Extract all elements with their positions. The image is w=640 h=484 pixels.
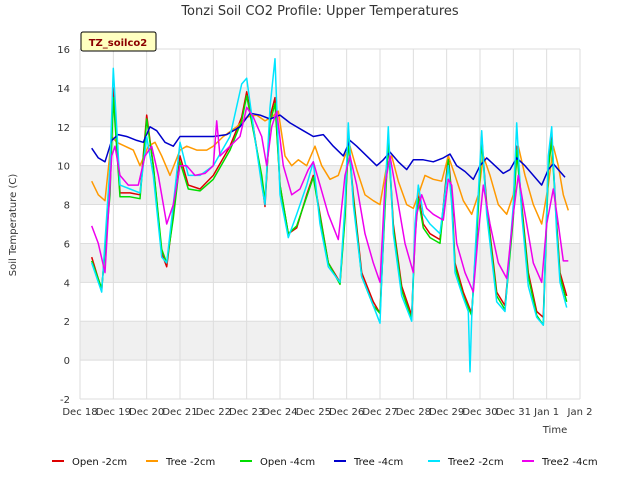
background-band: [80, 204, 580, 244]
legend-item: Tree -4cm: [334, 457, 403, 468]
background-band: [80, 49, 580, 88]
x-tick-label: Dec 21: [162, 407, 197, 418]
y-tick-label: 8: [64, 201, 70, 212]
y-tick-label: 0: [64, 356, 70, 367]
x-tick-label: Dec 18: [62, 407, 97, 418]
x-tick-label: Dec 27: [362, 407, 397, 418]
x-tick-label: Dec 25: [296, 407, 331, 418]
legend-item: Open -4cm: [240, 457, 315, 468]
dataset-tag-label: TZ_soilco2: [89, 38, 148, 49]
legend-label: Tree2 -4cm: [541, 457, 598, 468]
legend: Open -2cm Tree -2cm Open -4cm Tree -4cm Tree…: [52, 457, 598, 468]
legend-label: Tree -4cm: [353, 457, 403, 468]
y-axis-ticks: -2 0 2 4 6 8 10 12 14 16: [57, 45, 70, 406]
grid-lines: [79, 48, 581, 400]
legend-item: Open -2cm: [52, 457, 127, 468]
x-tick-label: Dec 24: [262, 407, 297, 418]
y-axis-label: Soil Temperature (C): [8, 174, 19, 277]
y-tick-label: -2: [60, 395, 70, 406]
background-band: [80, 243, 580, 283]
x-tick-label: Dec 20: [129, 407, 164, 418]
x-tick-label: Jan 1: [533, 407, 559, 418]
y-tick-label: 10: [57, 162, 70, 173]
legend-label: Open -2cm: [72, 457, 127, 468]
background-band: [80, 321, 580, 361]
x-tick-label: Dec 28: [396, 407, 431, 418]
x-tick-label: Dec 23: [229, 407, 264, 418]
legend-label: Tree -2cm: [165, 457, 215, 468]
x-tick-label: Dec 29: [429, 407, 464, 418]
series-line-tree2-4cm: [90, 106, 569, 293]
y-tick-label: 14: [57, 84, 70, 95]
x-tick-label: Jan 2: [567, 407, 593, 418]
x-tick-label: Dec 19: [96, 407, 131, 418]
x-tick-label: Dec 30: [462, 407, 497, 418]
y-tick-label: 16: [57, 45, 70, 56]
legend-label: Tree2 -2cm: [447, 457, 504, 468]
legend-item: Tree2 -4cm: [522, 457, 598, 468]
y-tick-label: 4: [64, 278, 70, 289]
y-tick-label: 2: [64, 317, 70, 328]
y-tick-label: 12: [57, 123, 70, 134]
y-tick-label: 6: [64, 239, 70, 250]
x-tick-label: Dec 26: [329, 407, 364, 418]
series-line-tree2-2cm: [90, 57, 568, 373]
background-band: [80, 360, 580, 399]
plot-background-bands: [80, 49, 580, 399]
background-band: [80, 87, 580, 127]
x-axis-label: Time: [542, 425, 567, 436]
dataset-tag: TZ_soilco2: [80, 31, 157, 52]
legend-item: Tree -2cm: [146, 457, 215, 468]
x-tick-label: Dec 31: [496, 407, 531, 418]
x-tick-label: Dec 22: [196, 407, 231, 418]
dataset-tag-box: [80, 31, 157, 52]
legend-label: Open -4cm: [260, 457, 315, 468]
series-lines: [90, 57, 570, 373]
legend-item: Tree2 -2cm: [428, 457, 504, 468]
chart-title: Tonzi Soil CO2 Profile: Upper Temperatur…: [180, 4, 459, 19]
